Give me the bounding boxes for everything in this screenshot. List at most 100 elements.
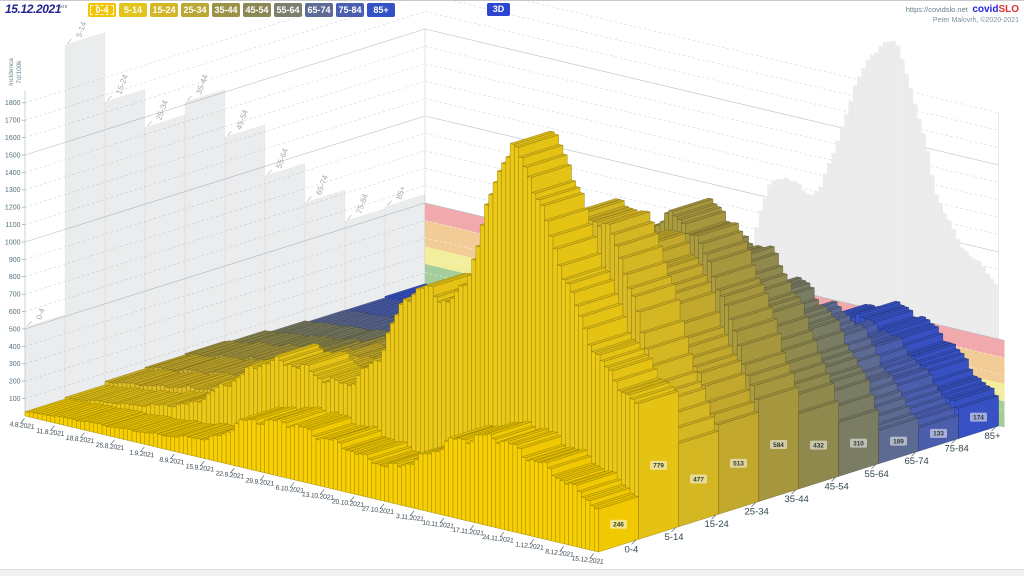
group-label-85+: 85+ (985, 431, 1002, 442)
y-axis-title: 7d/100k (16, 60, 23, 84)
date-label: 15.12.2021 (571, 555, 604, 566)
peak-bar-75-84 (344, 208, 386, 316)
date-label: 1.12.2021 (515, 541, 544, 551)
brand-name-covid: covid (972, 4, 999, 15)
y-tick-label: 1600 (5, 135, 21, 142)
date-label: 8.12.2021 (545, 548, 574, 558)
group-label-75-84: 75-84 (945, 444, 969, 455)
y-tick-label: 400 (9, 344, 21, 351)
group-label-5-14: 5-14 (665, 532, 684, 543)
date-label: 11.8.2021 (36, 428, 65, 438)
y-tick-label: 700 (9, 292, 21, 299)
mode-3d-button[interactable]: 3D (487, 3, 510, 16)
y-tick-label: 1500 (5, 152, 21, 159)
age-group-button-5-14[interactable]: 5-14 (119, 3, 147, 17)
y-tick-label: 1400 (5, 170, 21, 177)
group-axis-labels: 0-4 5-14 15-24 25-34 35-44 45-54 55-64 65-74 75-… (625, 426, 1002, 555)
peak-bar-label-5-14: 5-14 (74, 20, 88, 39)
group-label-35-44: 35-44 (785, 494, 809, 505)
date-label: 6.10.2021 (275, 485, 304, 495)
age-group-button-65-74[interactable]: 65-74 (305, 3, 333, 17)
y-tick-label: 1100 (5, 222, 20, 229)
series-row-0-4[interactable] (24, 398, 639, 553)
date-label: 22.9.2021 (215, 470, 244, 480)
group-label-15-24: 15-24 (705, 519, 729, 530)
peak-bar-45-54 (224, 124, 266, 354)
end-value-65-74: 189 (893, 438, 904, 445)
selected-day-of-week: sre (60, 4, 68, 10)
y-axis: 100 200 300 400 500 600 700 800 900 1000 1100 1200 1… (5, 58, 26, 416)
date-label: 8.9.2021 (159, 457, 185, 467)
date-label: 24.11.2021 (482, 534, 515, 545)
brand-name-slo: SLO (998, 4, 1019, 15)
y-tick-label: 1200 (5, 205, 21, 212)
peak-bar-label-65-74: 65-74 (314, 173, 330, 196)
y-tick-label: 1000 (5, 239, 21, 246)
y-tick-label: 1700 (5, 118, 21, 125)
site-url-link[interactable]: https://covidslo.net (905, 5, 968, 14)
age-group-button-45-54[interactable]: 45-54 (243, 3, 271, 17)
peak-bar-label-85+: 85+ (394, 184, 407, 200)
date-label: 15.9.2021 (185, 463, 214, 473)
bottom-bar (0, 569, 1024, 576)
age-group-button-0-4[interactable]: 0-4 (88, 3, 116, 17)
date-label: 17.11.2021 (452, 527, 485, 538)
date-label: 4.8.2021 (9, 421, 35, 431)
peak-bar-label-15-24: 15-24 (114, 73, 130, 96)
group-label-45-54: 45-54 (825, 481, 849, 492)
date-label: 1.9.2021 (129, 449, 155, 459)
group-label-25-34: 25-34 (745, 507, 769, 518)
end-value-0-4: 246 (613, 522, 624, 529)
date-label: 29.9.2021 (245, 477, 274, 487)
date-label: 13.10.2021 (302, 491, 335, 502)
age-group-button-75-84[interactable]: 75-84 (336, 3, 364, 17)
end-value-55-64: 310 (853, 440, 864, 447)
group-label-0-4: 0-4 (625, 544, 639, 555)
end-value-25-34: 513 (733, 461, 744, 468)
peak-bar-55-64 (264, 163, 306, 341)
age-group-button-15-24[interactable]: 15-24 (150, 3, 178, 17)
age-group-buttons: 0-4 5-14 15-24 25-34 35-44 45-54 55-64 65-74 75-… (88, 3, 395, 17)
end-value-35-44: 584 (773, 442, 784, 449)
age-group-button-85+[interactable]: 85+ (367, 3, 395, 17)
peak-bar-65-74 (304, 189, 346, 329)
series-rows[interactable] (24, 130, 999, 553)
author-credit: Peter Malovrh, ©2020-2021 (932, 17, 1019, 24)
peak-bar-15-24 (104, 89, 146, 392)
group-label-55-64: 55-64 (865, 469, 889, 480)
y-axis-title: Incidenca (8, 58, 15, 86)
peak-bar-25-34 (144, 114, 186, 379)
end-value-15-24: 477 (693, 476, 704, 483)
y-tick-label: 100 (9, 396, 21, 403)
y-tick-label: 900 (9, 257, 21, 264)
group-label-65-74: 65-74 (905, 456, 929, 467)
date-label: 3.11.2021 (396, 513, 425, 523)
selected-date[interactable]: 15.12.2021 (5, 2, 62, 16)
peak-bar-label-45-54: 45-54 (234, 108, 250, 131)
y-tick-label: 800 (9, 274, 21, 281)
y-tick-label: 1300 (5, 187, 21, 194)
peak-bar-label-35-44: 35-44 (194, 73, 210, 96)
age-group-button-25-34[interactable]: 25-34 (181, 3, 209, 17)
date-label: 20.10.2021 (332, 498, 365, 509)
date-label: 10.11.2021 (422, 520, 455, 531)
y-tick-label: 1800 (5, 100, 21, 107)
end-value-labels: 246 779 477 513 584 432 310 189 133 174 (610, 412, 988, 529)
brand-box: https://covidslo.net covidSLO Peter Malo… (906, 3, 1019, 25)
y-tick-label: 200 (9, 379, 21, 386)
peak-bar-35-44 (184, 89, 226, 366)
y-tick-label: 500 (9, 326, 21, 333)
end-value-75-84: 133 (933, 431, 944, 438)
age-group-button-55-64[interactable]: 55-64 (274, 3, 302, 17)
end-value-85+: 174 (973, 414, 984, 421)
date-label: 25.8.2021 (95, 442, 124, 452)
date-label: 18.8.2021 (65, 435, 94, 445)
age-group-button-35-44[interactable]: 35-44 (212, 3, 240, 17)
peak-bar-label-0-4: 0-4 (34, 306, 47, 320)
toolbar: 15.12.2021 sre 0-4 5-14 15-24 25-34 35-44 45-… (0, 0, 1024, 25)
peak-bar-label-55-64: 55-64 (274, 147, 290, 170)
y-tick-label: 600 (9, 309, 21, 316)
y-tick-label: 300 (9, 361, 21, 368)
